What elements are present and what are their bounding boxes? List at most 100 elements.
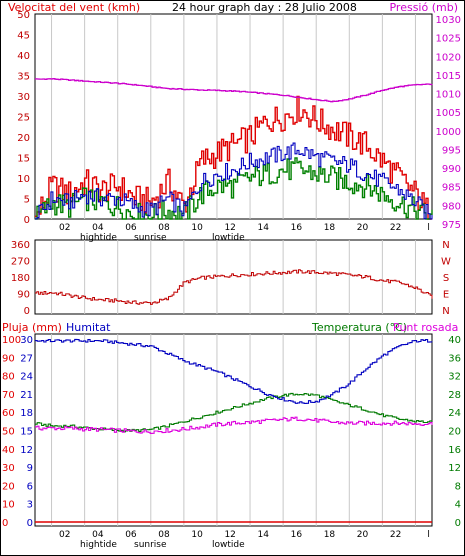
panel1-ytick-label: 0 [24, 215, 30, 226]
dew-point-label: Punt rosada [393, 321, 458, 334]
panel1-ytick-label: 30 [17, 92, 30, 103]
panel2-ytick-label: 0 [24, 306, 30, 317]
panel3-ytick-right-label: 40 [448, 335, 461, 346]
panel3-ytick-mid-label: 9 [27, 463, 33, 474]
chart-title: 24 hour graph day : 28 Julio 2008 [172, 1, 357, 14]
panel3-hour-tick: 06 [125, 530, 137, 540]
panel1-ytick-right-label: 975 [442, 220, 461, 231]
panel3-ytick-label: 50 [2, 427, 15, 438]
compass-label: N [442, 306, 449, 317]
panel3-hour-tick: 16 [291, 530, 303, 540]
panel1-ytick-label: 25 [17, 113, 30, 124]
panel3-ytick-mid-label: 18 [20, 408, 33, 419]
panel3-ytick-label: 70 [2, 390, 15, 401]
panel2-ytick-label: 360 [11, 240, 30, 251]
panel3-ytick-mid-label: 12 [20, 445, 33, 456]
panel3-ytick-mid-label: 24 [20, 372, 33, 383]
temperature-label: Temperatura (°C) [311, 321, 407, 334]
wind-speed-title: Velocitat del vent (kmh) [8, 1, 140, 14]
panel1-ytick-label: 5 [24, 195, 30, 206]
panel3-hour-tick: 18 [324, 530, 336, 540]
compass-label: S [443, 273, 449, 284]
panel1-ytick-label: 20 [17, 133, 30, 144]
panel1-hour-tick: 04 [92, 223, 104, 233]
panel3-hour-tick: 12 [224, 530, 235, 540]
humidity-series [35, 338, 433, 404]
panel1-ytick-label: 10 [17, 174, 30, 185]
panel3-ytick-label: 90 [2, 353, 15, 364]
panel2-series [35, 269, 433, 305]
sunrise-label-bottom: sunrise [134, 540, 167, 550]
green-wind-series [35, 157, 433, 220]
panel3-ytick-label: 0 [2, 518, 8, 529]
panel1-ytick-right-label: 1000 [436, 127, 461, 138]
panel1-ytick-right-label: 990 [442, 164, 461, 175]
panel3-hour-tick: 04 [92, 530, 104, 540]
panel3-ytick-right-label: 24 [448, 408, 461, 419]
panel3-hour-tick: 20 [357, 530, 369, 540]
panel1-ytick-right-label: 980 [442, 201, 461, 212]
panel1-hour-tick: 20 [357, 223, 369, 233]
wind-direction-series [35, 269, 433, 305]
panel1-ytick-right-label: 1010 [436, 90, 461, 101]
panel1-ytick-label: 45 [17, 31, 30, 42]
panel3-ytick-right-label: 0 [455, 518, 461, 529]
panel3-hour-tick: 02 [59, 530, 70, 540]
compass-label: W [441, 257, 451, 268]
dew-point-series [35, 416, 433, 434]
panel3-ytick-right-label: 16 [448, 445, 461, 456]
panel1-ytick-label: 35 [17, 72, 30, 83]
wind-series [35, 142, 433, 220]
gust-series [35, 95, 432, 220]
panel3-ytick-label: 10 [2, 500, 15, 511]
lowtide-label-top: lowtide [212, 233, 245, 243]
panel3-ytick-right-label: 28 [448, 390, 461, 401]
lowtide-label-bottom: lowtide [212, 540, 245, 550]
panel3-axes: 1009080706050403020100302724211815129630… [2, 335, 461, 529]
panel1-ytick-label: 40 [17, 51, 30, 62]
panel3-ytick-mid-label: 6 [27, 481, 33, 492]
panel3-hour-labels: 02 04 06 08 10 12 14 16 18 20 22 l [59, 530, 430, 540]
panel3-ytick-mid-label: 30 [20, 335, 33, 346]
panel3-hour-tick: 10 [191, 530, 203, 540]
panel3-ytick-mid-label: 27 [20, 353, 33, 364]
panel1-hour-tick: 06 [125, 223, 137, 233]
panel3-frame [34, 333, 433, 527]
panel3-hour-tick: 08 [158, 530, 170, 540]
panel1-hour-tick: 22 [390, 223, 401, 233]
compass-label: E [443, 290, 449, 301]
panel3-ytick-label: 20 [2, 481, 15, 492]
panel1-hour-tick: 16 [291, 223, 303, 233]
hightide-label-bottom: hightide [80, 540, 117, 550]
panel2-grid [51, 240, 416, 314]
panel1-ytick-label: 50 [17, 10, 30, 21]
panel3-hour-tick: 14 [258, 530, 270, 540]
panel1-ytick-right-label: 1025 [436, 34, 461, 45]
panel3-hour-tick: l [427, 530, 430, 540]
panel1-frame [34, 13, 433, 220]
panel2-ytick-label: 180 [11, 273, 30, 284]
panel1-series [35, 77, 433, 220]
panel2-frame [34, 239, 433, 315]
compass-label: N [442, 240, 449, 251]
panel3-ytick-mid-label: 21 [20, 390, 33, 401]
rain-label: Pluja (mm) [2, 321, 62, 334]
panel1-hour-tick: 14 [258, 223, 270, 233]
pressure-series [35, 77, 433, 103]
panel1-hour-tick: l [427, 223, 430, 233]
panel2-ytick-label: 270 [11, 257, 30, 268]
panel3-ytick-mid-label: 0 [27, 518, 33, 529]
panel1-ytick-label: 15 [17, 154, 30, 165]
panel1-axes: 5045403530252015105010301025102010151010… [17, 10, 461, 231]
panel1-hour-tick: 12 [224, 223, 235, 233]
panel2-ytick-label: 90 [17, 290, 30, 301]
panel3-ytick-label: 100 [2, 335, 21, 346]
humidity-label: Humitat [66, 321, 111, 334]
panel3-hour-tick: 22 [390, 530, 401, 540]
panel3-ytick-right-label: 4 [455, 500, 461, 511]
panel3-ytick-right-label: 8 [455, 481, 461, 492]
